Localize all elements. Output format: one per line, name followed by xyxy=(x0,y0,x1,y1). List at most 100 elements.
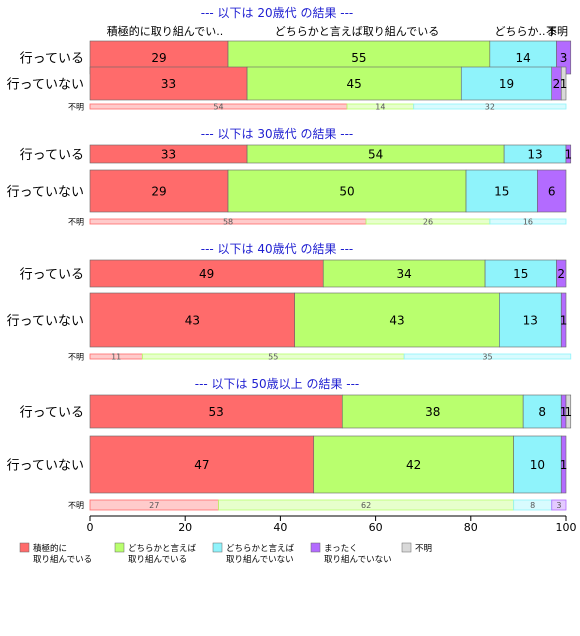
legend-label: どちらかと言えば xyxy=(128,543,197,554)
data-label: 54 xyxy=(368,148,383,162)
bar-segment xyxy=(322,259,486,288)
column-header: 不明 xyxy=(546,25,568,38)
bar-segment xyxy=(537,169,567,213)
data-label: 1 xyxy=(565,405,573,419)
legend-label: 積極的に xyxy=(33,543,67,554)
bar-segment xyxy=(294,292,500,348)
data-label: 33 xyxy=(161,77,176,91)
bar-segment xyxy=(89,169,229,213)
data-label: 1 xyxy=(560,458,568,472)
row-label: 行っている xyxy=(20,52,84,67)
data-label: 43 xyxy=(389,314,404,328)
legend-swatch xyxy=(212,542,223,553)
data-label: 49 xyxy=(199,267,214,281)
data-label: 8 xyxy=(538,405,546,419)
column-header: ま xyxy=(547,25,558,38)
x-tick-label: 100 xyxy=(556,521,577,534)
data-label: 45 xyxy=(347,77,362,91)
unknown-row-label: 不明 xyxy=(68,353,84,362)
legend-label: どちらかと言えば xyxy=(226,543,295,554)
bar-segment xyxy=(560,66,567,101)
unknown-row-label: 不明 xyxy=(68,501,84,510)
unknown-data-label: 32 xyxy=(485,103,495,112)
legend-label: 取り組んでいる xyxy=(33,554,92,565)
column-header: どちらか.. xyxy=(495,25,546,38)
legend-label: 取り組んでいない xyxy=(324,554,392,565)
data-label: 1 xyxy=(560,405,568,419)
panel: --- 以下は 20歳代 の結果 --- 行っている 29 55 14 3 行っていない 33… xyxy=(7,6,572,112)
bar-segment xyxy=(89,292,295,348)
data-label: 34 xyxy=(397,267,412,281)
bar-segment xyxy=(246,66,462,101)
data-label: 50 xyxy=(339,185,354,199)
unknown-bar-segment xyxy=(403,353,572,360)
data-label: 53 xyxy=(208,405,223,419)
bar-segment xyxy=(565,394,572,429)
bar-segment xyxy=(89,394,343,429)
unknown-data-label: 62 xyxy=(361,501,371,510)
column-header: 積極的に取り組んでい.. xyxy=(107,24,223,38)
unknown-bar-segment xyxy=(413,103,567,110)
data-label: 33 xyxy=(161,148,176,162)
data-label: 1 xyxy=(560,314,568,328)
data-label: 55 xyxy=(351,51,366,65)
unknown-data-label: 11 xyxy=(111,353,121,362)
data-label: 2 xyxy=(557,267,565,281)
bar-segment xyxy=(89,66,248,101)
row-label: 行っている xyxy=(20,268,84,283)
x-tick-label: 40 xyxy=(273,521,287,534)
row-label: 行っていない xyxy=(7,185,84,200)
data-label: 43 xyxy=(185,314,200,328)
bar-segment xyxy=(556,259,567,288)
legend: 積極的に取り組んでいるどちらかと言えば取り組んでいるどちらかと言えば取り組んでい… xyxy=(19,542,432,565)
x-tick-label: 60 xyxy=(369,521,383,534)
data-label: 10 xyxy=(530,458,545,472)
x-tick-label: 0 xyxy=(87,521,94,534)
row-label: 行っている xyxy=(20,406,84,421)
bar-segment xyxy=(89,435,315,494)
bar-segment xyxy=(313,435,514,494)
legend-swatch xyxy=(114,542,125,553)
bar-segment xyxy=(499,292,562,348)
unknown-data-label: 54 xyxy=(213,103,223,112)
panel-title: --- 以下は 40歳代 の結果 --- xyxy=(201,242,354,256)
column-header: どちらかと言えば取り組んでいる xyxy=(275,25,439,38)
row-label: 行っている xyxy=(20,148,84,163)
x-tick-label: 20 xyxy=(178,521,192,534)
data-label: 6 xyxy=(548,185,556,199)
bar-segment xyxy=(341,394,524,429)
bar-segment xyxy=(89,259,324,288)
bar-segment xyxy=(522,394,562,429)
bar-segment xyxy=(565,144,572,164)
panel: --- 以下は 30歳代 の結果 --- 行っている 33 54 13 1 行っていない 29… xyxy=(7,127,573,227)
unknown-data-label: 3 xyxy=(556,501,561,510)
legend-item: どちらかと言えば取り組んでいる xyxy=(114,542,197,565)
panel-title: --- 以下は 50歳以上 の結果 --- xyxy=(195,377,360,391)
data-label: 14 xyxy=(516,51,531,65)
legend-swatch xyxy=(310,542,321,553)
unknown-data-label: 26 xyxy=(423,218,433,227)
bar-segment xyxy=(560,292,567,348)
unknown-data-label: 8 xyxy=(530,501,535,510)
panel: --- 以下は 40歳代 の結果 --- 行っている 49 34 15 2 行っていない 43… xyxy=(7,242,572,362)
data-label: 2 xyxy=(553,77,561,91)
data-label: 15 xyxy=(513,267,528,281)
data-label: 29 xyxy=(151,185,166,199)
data-label: 29 xyxy=(151,51,166,65)
legend-label: まったく xyxy=(324,544,358,554)
data-label: 19 xyxy=(499,77,514,91)
panel-title: --- 以下は 30歳代 の結果 --- xyxy=(201,127,354,141)
unknown-row-label: 不明 xyxy=(68,218,84,227)
x-axis: 0 20 40 60 80 100 xyxy=(87,515,577,534)
bar-segment xyxy=(460,66,553,101)
data-label: 15 xyxy=(494,185,509,199)
legend-swatch xyxy=(401,542,412,553)
unknown-row-label: 不明 xyxy=(68,103,84,112)
data-label: 47 xyxy=(194,458,209,472)
data-label: 13 xyxy=(523,314,538,328)
